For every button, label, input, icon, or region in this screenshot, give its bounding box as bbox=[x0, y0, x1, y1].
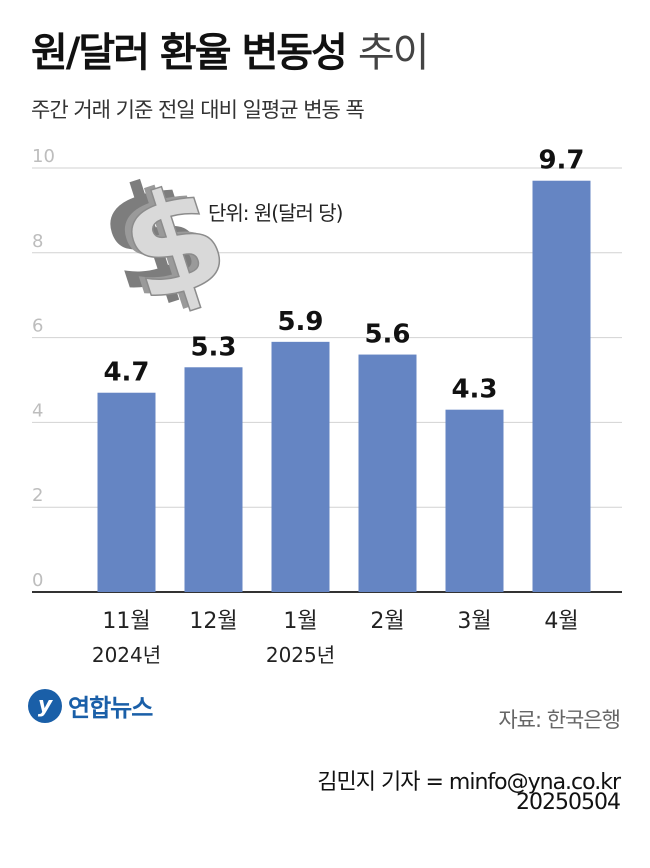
chart-subtitle: 주간 거래 기준 전일 대비 일평균 변동 폭 bbox=[31, 98, 365, 122]
x-tick-label: 11월 bbox=[102, 609, 150, 634]
bar bbox=[97, 392, 156, 592]
unit-label: 단위: 원(달러 당) bbox=[208, 201, 343, 225]
y-tick-label: 10 bbox=[32, 146, 55, 167]
y-tick-label: 6 bbox=[32, 316, 43, 337]
bar bbox=[532, 180, 591, 592]
x-tick-label: 3월 bbox=[457, 609, 491, 634]
x-tick-label: 1월 bbox=[283, 609, 317, 634]
x-tick-sublabel: 2024년 bbox=[92, 643, 161, 667]
chart-title: 원/달러 환율 변동성 추이 bbox=[31, 20, 430, 78]
y-tick-label: 8 bbox=[32, 231, 43, 252]
dollar-sign-icon: $ $ $ bbox=[81, 144, 246, 338]
data-label: 4.3 bbox=[451, 375, 497, 405]
data-label: 4.7 bbox=[103, 358, 149, 388]
bar bbox=[445, 409, 504, 592]
data-label: 5.3 bbox=[190, 332, 236, 362]
x-tick-sublabel: 2025년 bbox=[266, 643, 335, 667]
data-label: 5.6 bbox=[364, 320, 410, 350]
x-tick-label: 12월 bbox=[189, 609, 237, 634]
publisher-logo: y 연합뉴스 bbox=[28, 688, 153, 723]
y-tick-label: 2 bbox=[32, 485, 43, 506]
yonhap-logo-icon: y bbox=[28, 688, 62, 723]
bar bbox=[358, 354, 417, 592]
x-tick-label: 4월 bbox=[544, 609, 578, 634]
title-bold: 원/달러 환율 변동성 bbox=[31, 30, 348, 76]
y-tick-label: 4 bbox=[32, 400, 43, 421]
source-note: 자료: 한국은행 bbox=[498, 708, 621, 732]
bar bbox=[184, 367, 243, 592]
publish-date: 20250504 bbox=[516, 790, 621, 815]
reporter-credit: 김민지 기자 = minfo@yna.co.kr bbox=[317, 770, 621, 795]
y-tick-label: 0 bbox=[32, 570, 43, 591]
bar bbox=[271, 341, 330, 592]
logo-text: 연합뉴스 bbox=[68, 694, 153, 722]
data-label: 9.7 bbox=[538, 146, 584, 176]
x-tick-label: 2월 bbox=[370, 609, 404, 634]
data-label: 5.9 bbox=[277, 307, 323, 337]
title-light: 추이 bbox=[357, 30, 430, 76]
